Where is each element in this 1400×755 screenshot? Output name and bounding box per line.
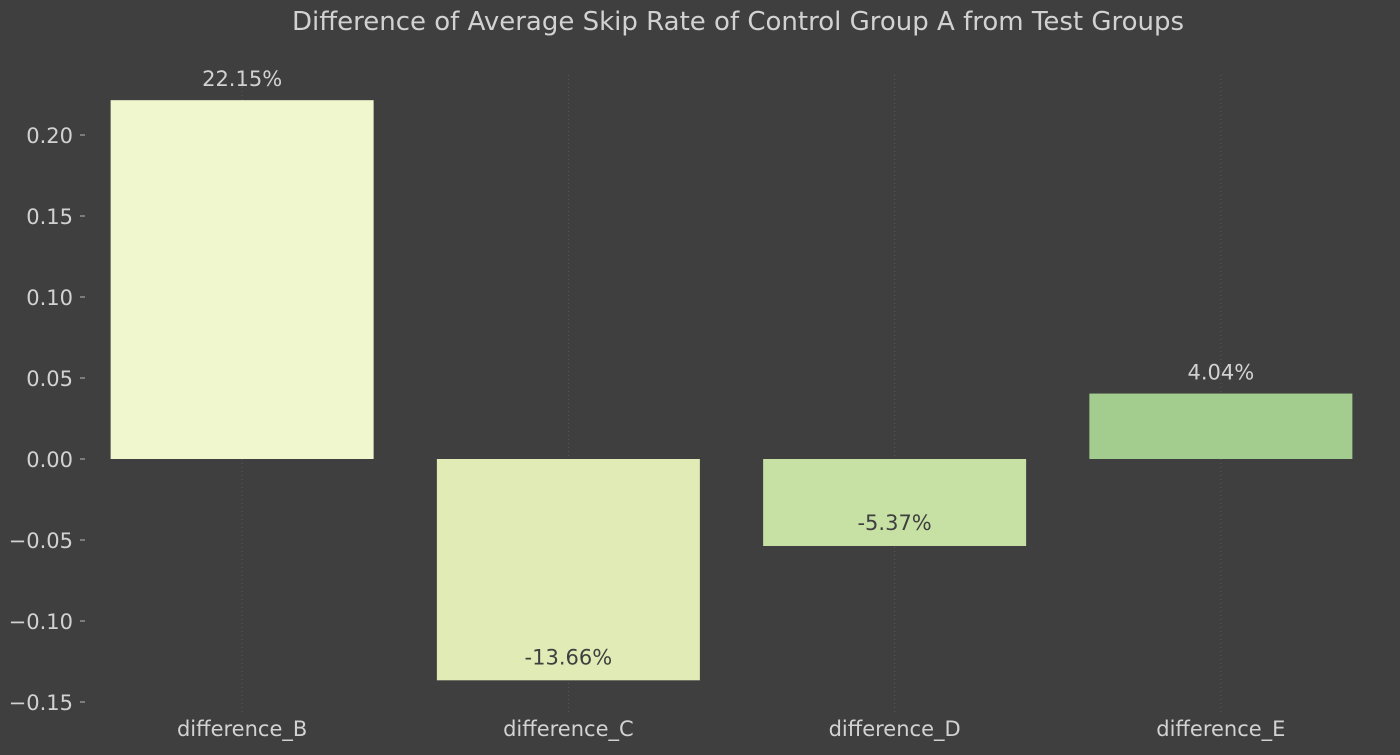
y-tick-label: 0.05	[26, 367, 73, 391]
bar-difference_C	[436, 459, 700, 681]
y-tick-label: −0.10	[9, 610, 73, 634]
bar-difference_B	[110, 100, 374, 460]
x-tick-label: difference_C	[503, 717, 634, 742]
y-tick-label: 0.15	[26, 205, 73, 229]
data-label: -13.66%	[525, 645, 613, 669]
y-tick-label: 0.10	[26, 286, 73, 310]
y-tick-label: 0.00	[26, 448, 73, 472]
y-tick-label: −0.15	[9, 691, 73, 715]
x-tick-label: difference_E	[1156, 717, 1285, 742]
bar-difference_E	[1089, 393, 1353, 459]
chart-title: Difference of Average Skip Rate of Contr…	[292, 7, 1184, 37]
y-tick-label: 0.20	[26, 124, 73, 148]
bar-difference_D	[763, 459, 1027, 546]
x-tick-label: difference_D	[829, 717, 961, 742]
x-axis: difference_B difference_C difference_D diff…	[177, 717, 1286, 742]
data-label: 22.15%	[202, 67, 282, 91]
data-labels-layer: 22.15% -13.66% -5.37% 4.04%	[202, 67, 1254, 669]
grid-layer	[241, 75, 1222, 712]
data-label: -5.37%	[857, 511, 931, 535]
x-tick-label: difference_B	[177, 717, 307, 742]
data-label: 4.04%	[1188, 361, 1255, 385]
bars-layer	[110, 100, 1353, 681]
y-tick-label: −0.05	[9, 529, 73, 553]
y-axis: −0.15 −0.10 −0.05 0.00 0.05 0.10 0.15 0.20	[9, 124, 85, 715]
